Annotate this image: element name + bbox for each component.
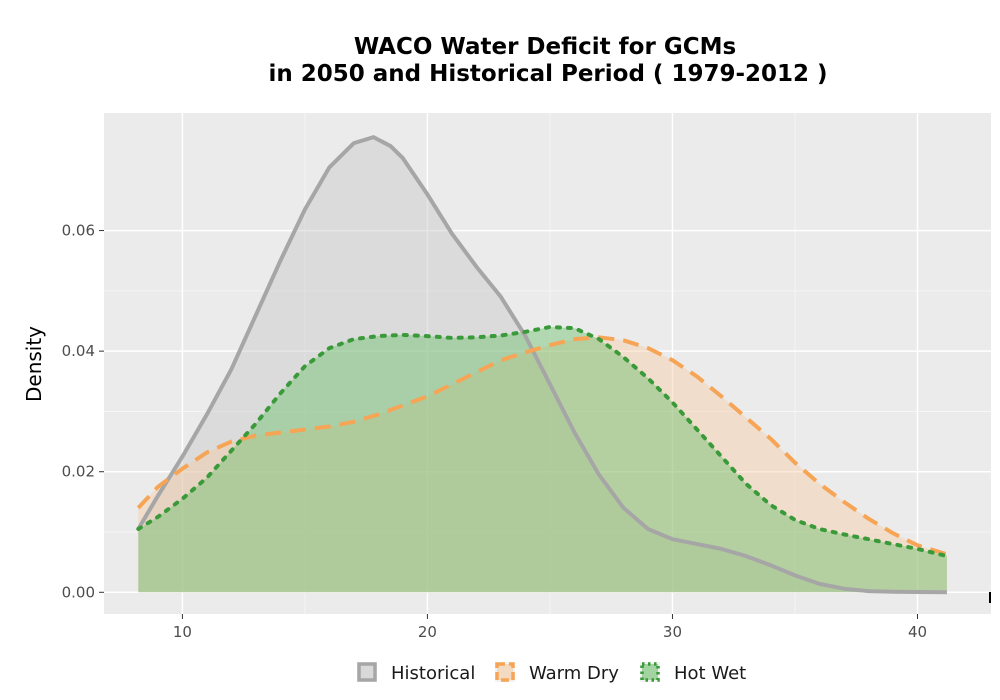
line-warm-dry [136, 335, 948, 557]
density-areas [138, 137, 947, 593]
area-hot-wet [138, 327, 947, 593]
line-hot-wet [136, 325, 949, 559]
x-tick-label: 20 [418, 623, 437, 641]
x-tick-label: 40 [908, 623, 927, 641]
density-lines [136, 135, 949, 595]
legend-key-outline-historical [357, 662, 377, 682]
y-tick-label: 0.06 [62, 222, 95, 240]
legend-label-warm-dry: Warm Dry [529, 663, 619, 684]
plot-panel [104, 113, 991, 614]
legend-key-fill-historical [359, 664, 375, 680]
legend-key-fill-hot-wet [642, 664, 658, 680]
y-tick-label: 0.00 [62, 583, 95, 601]
legend-key-outline-hot-wet [640, 662, 660, 682]
y-axis-title: Density [22, 326, 46, 402]
legend-label-hot-wet: Hot Wet [674, 663, 746, 684]
area-warm-dry [138, 337, 947, 593]
legend-key-fill-warm-dry [497, 664, 513, 680]
chart-title-line-2: in 2050 and Historical Period ( 1979-201… [268, 61, 827, 87]
legend: Historical Warm Dry Hot Wet [357, 662, 746, 684]
line-historical [136, 135, 947, 595]
y-tick-label: 0.02 [62, 463, 95, 481]
x-tick-label: 30 [663, 623, 682, 641]
legend-key-outline-warm-dry [495, 662, 515, 682]
y-tick-label: 0.04 [62, 342, 95, 360]
area-historical [138, 137, 947, 593]
grid-minor [104, 113, 991, 614]
legend-label-historical: Historical [391, 663, 475, 684]
chart-title-line-1: WACO Water Deficit for GCMs [354, 34, 736, 60]
axis-ticks: 10 20 30 40 0.00 0.02 0.04 0.06 [62, 222, 927, 641]
x-tick-label: 10 [173, 623, 192, 641]
